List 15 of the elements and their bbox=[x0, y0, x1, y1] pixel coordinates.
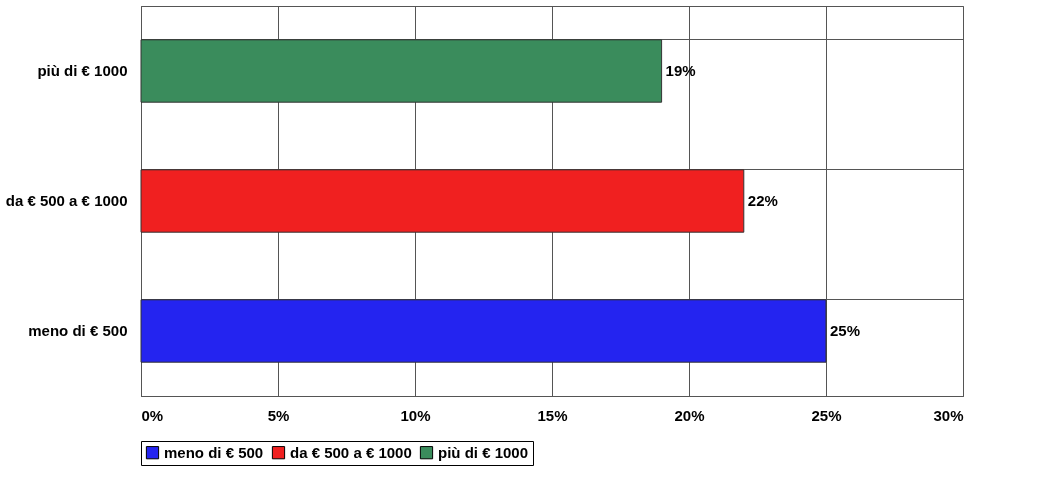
x-tick-label: 10% bbox=[400, 406, 431, 424]
data-label: 22% bbox=[747, 192, 778, 209]
legend-label: più di € 1000 bbox=[438, 443, 529, 461]
x-tick-label: 20% bbox=[674, 406, 705, 424]
x-tick-label: 15% bbox=[537, 406, 568, 424]
x-tick-label: 25% bbox=[811, 406, 842, 424]
y-tick-label: più di € 1000 bbox=[37, 62, 128, 79]
x-tick-label: 0% bbox=[141, 406, 164, 424]
x-tick-label: 30% bbox=[933, 406, 964, 424]
data-label: 25% bbox=[830, 322, 861, 339]
y-tick-label: da € 500 a € 1000 bbox=[5, 192, 128, 209]
y-tick-label: meno di € 500 bbox=[28, 322, 128, 339]
legend-label: da € 500 a € 1000 bbox=[290, 443, 412, 461]
legend-label: meno di € 500 bbox=[164, 443, 264, 461]
x-tick-label: 5% bbox=[267, 406, 290, 424]
